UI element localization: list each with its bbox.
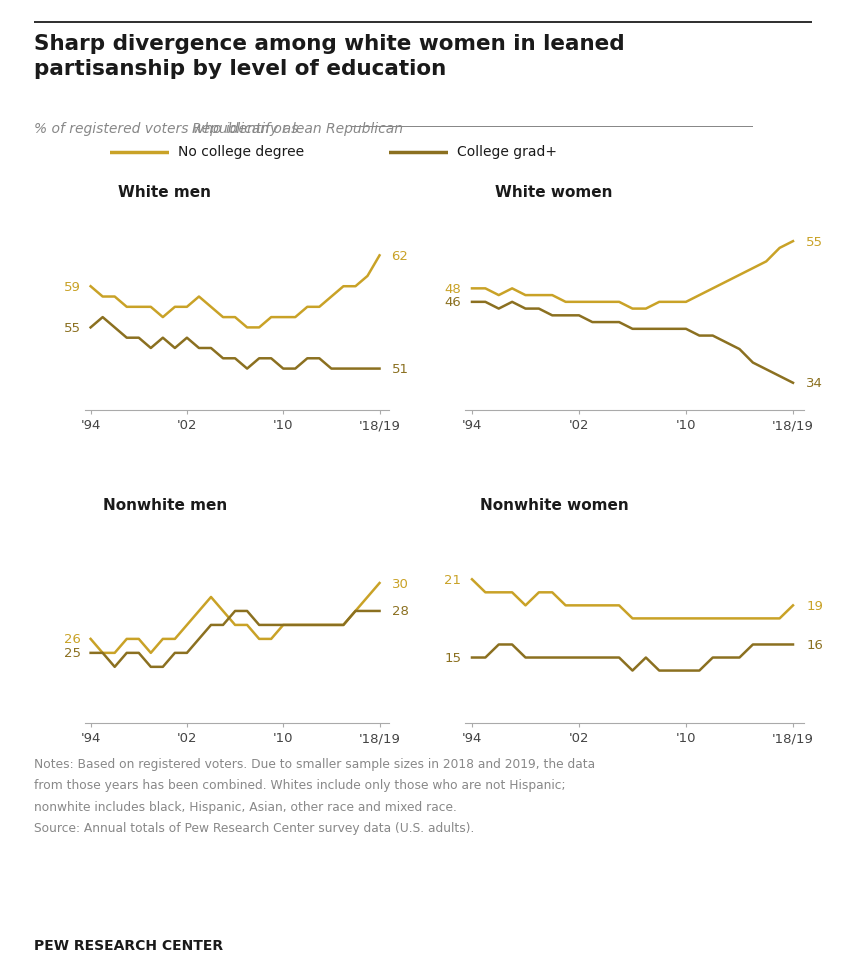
Text: 46: 46	[444, 296, 461, 309]
Text: Nonwhite men: Nonwhite men	[103, 498, 227, 513]
Text: 26: 26	[64, 633, 81, 646]
Text: Source: Annual totals of Pew Research Center survey data (U.S. adults).: Source: Annual totals of Pew Research Ce…	[34, 822, 475, 834]
Text: PEW RESEARCH CENTER: PEW RESEARCH CENTER	[34, 938, 223, 952]
Text: % of registered voters who identify as: % of registered voters who identify as	[34, 122, 303, 136]
Text: No college degree: No college degree	[178, 145, 304, 158]
Text: 55: 55	[64, 321, 81, 334]
Text: Sharp divergence among white women in leaned
partisanship by level of education: Sharp divergence among white women in le…	[34, 34, 624, 79]
Text: College grad+: College grad+	[457, 145, 557, 158]
Text: 15: 15	[444, 652, 461, 664]
Text: 55: 55	[806, 235, 823, 248]
Text: 51: 51	[392, 362, 409, 376]
Text: 48: 48	[444, 282, 461, 296]
Text: Nonwhite women: Nonwhite women	[480, 498, 629, 513]
Text: from those years has been combined. Whites include only those who are not Hispan: from those years has been combined. Whit…	[34, 779, 565, 791]
Text: 19: 19	[806, 599, 823, 613]
Text: 59: 59	[64, 280, 81, 293]
Text: White women: White women	[496, 186, 613, 200]
Text: 16: 16	[806, 638, 823, 652]
Text: 30: 30	[392, 576, 409, 590]
Text: Notes: Based on registered voters. Due to smaller sample sizes in 2018 and 2019,: Notes: Based on registered voters. Due t…	[34, 757, 595, 770]
Text: 25: 25	[64, 647, 81, 659]
Text: 34: 34	[806, 377, 823, 390]
Text: Republican or lean Republican: Republican or lean Republican	[192, 122, 404, 136]
Text: 21: 21	[444, 573, 461, 586]
Text: nonwhite includes black, Hispanic, Asian, other race and mixed race.: nonwhite includes black, Hispanic, Asian…	[34, 800, 457, 813]
Text: 28: 28	[392, 605, 409, 617]
Text: 62: 62	[392, 249, 409, 263]
Text: White men: White men	[118, 186, 212, 200]
